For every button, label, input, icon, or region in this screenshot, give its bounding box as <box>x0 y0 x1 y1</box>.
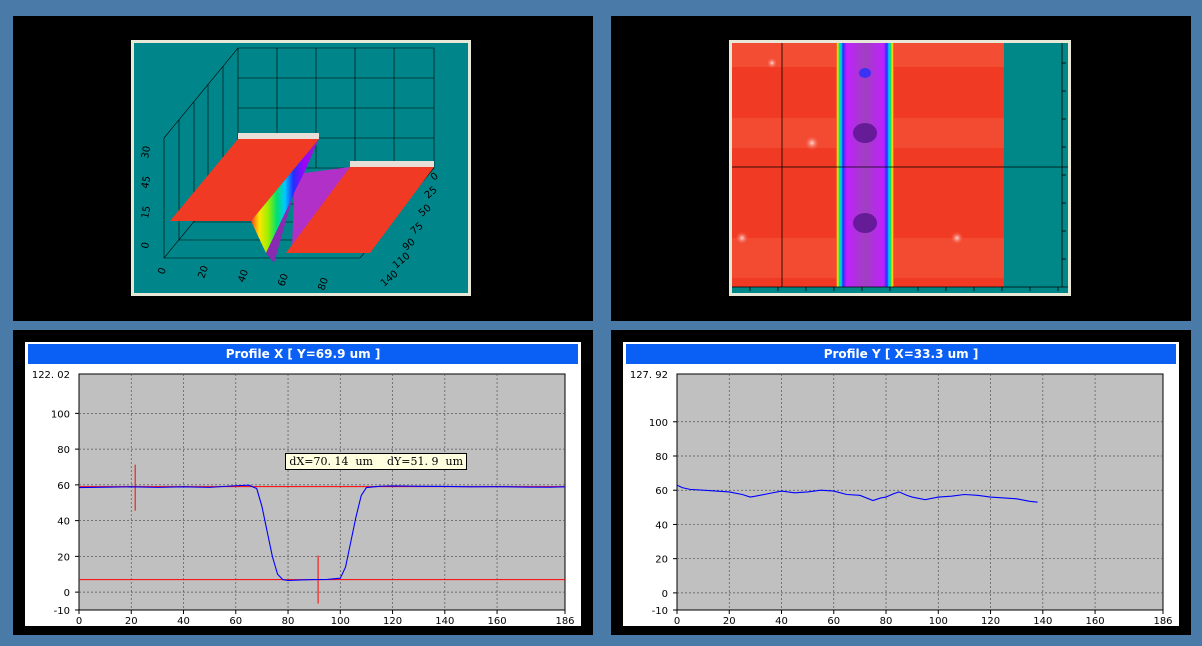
y-tick-label: 20 <box>655 555 668 566</box>
x-tick-label: 20 <box>125 616 138 626</box>
y-tick-label: 80 <box>57 445 70 456</box>
x-axis-labels: 0 20 40 60 80 <box>156 264 331 292</box>
z-label: 15 <box>140 205 153 219</box>
profile-y-chart: Profile Y [ X=33.3 um ] 0 20 40 60 80 100 120 1… <box>623 342 1179 626</box>
map-ticks-bottom <box>732 286 1068 291</box>
profile-x-plot[interactable]: 0 20 40 60 80 100 120 140 160 186 100 80 60 40 20 0 -10 1… <box>25 342 581 626</box>
profile-x-panel: Profile X [ Y=69.9 um ] 0 20 40 60 80 100 120 1… <box>13 330 593 635</box>
profile-y-panel: Profile Y [ X=33.3 um ] 0 20 40 60 80 100 120 1… <box>611 330 1191 635</box>
y-label: 0 <box>429 171 441 184</box>
x-tick-label: 140 <box>1033 616 1052 626</box>
topview-frame <box>729 40 1071 296</box>
x-tick-label: 160 <box>488 616 507 626</box>
topview-panel <box>611 16 1191 321</box>
x-tick-label: 186 <box>555 616 574 626</box>
topview-map[interactable] <box>732 43 1068 293</box>
y-label: 110 <box>391 251 413 272</box>
x-tick-label: 80 <box>282 616 295 626</box>
z-label: 0 <box>140 241 152 249</box>
x-tick-label: 80 <box>880 616 893 626</box>
y-tick-label: 100 <box>649 418 668 429</box>
delta-annotation: dX=70. 14 um dY=51. 9 um <box>285 452 467 470</box>
x-tick-label: 160 <box>1086 616 1105 626</box>
y-max-label: 122. 02 <box>32 370 70 381</box>
x-tick-label: 20 <box>723 616 736 626</box>
x-label: 80 <box>316 276 331 292</box>
y-tick-label: 60 <box>57 481 70 492</box>
surface-3d-frame: 30 45 15 0 0 20 40 60 80 0 25 50 75 <box>131 40 471 296</box>
profile-series-line <box>78 484 566 582</box>
x-label: 20 <box>196 264 211 280</box>
x-label: 0 <box>156 266 169 276</box>
x-tick-label: 60 <box>229 616 242 626</box>
profile-x-title: Profile X [ Y=69.9 um ] <box>28 344 578 364</box>
y-tick-label: 40 <box>57 517 70 528</box>
y-label: 25 <box>423 185 440 202</box>
y-tick-label: 40 <box>655 520 668 531</box>
y-label: 90 <box>401 237 418 254</box>
y-tick-label: 0 <box>64 588 70 599</box>
surface-3d-panel: 30 45 15 0 0 20 40 60 80 0 25 50 75 <box>13 16 593 321</box>
y-tick-label: 80 <box>655 452 668 463</box>
profile-y-title: Profile Y [ X=33.3 um ] <box>626 344 1176 364</box>
profile-x-chart: Profile X [ Y=69.9 um ] 0 20 40 60 80 100 120 1… <box>25 342 581 626</box>
z-axis-labels: 30 45 15 0 <box>140 145 153 249</box>
y-tick-label: 60 <box>655 486 668 497</box>
x-tick-label: 60 <box>827 616 840 626</box>
topview-svg <box>732 43 1068 291</box>
x-tick-label: 120 <box>981 616 1000 626</box>
x-tick-label: 120 <box>383 616 402 626</box>
x-label: 60 <box>276 272 291 288</box>
surface-3d-mesh <box>170 133 434 263</box>
x-label: 40 <box>236 268 251 284</box>
x-tick-label: 186 <box>1153 616 1172 626</box>
x-tick-label: 0 <box>76 616 82 626</box>
y-max-label: 127. 92 <box>630 370 668 381</box>
y-label: 50 <box>417 203 434 220</box>
x-tick-label: 140 <box>435 616 454 626</box>
z-label: 45 <box>140 175 153 189</box>
profile-series-line <box>676 484 1038 503</box>
surface-3d-plot[interactable]: 30 45 15 0 0 20 40 60 80 0 25 50 75 <box>134 43 468 293</box>
plot-area <box>78 373 566 611</box>
map-ticks-right <box>1061 43 1066 287</box>
x-tick-label: 40 <box>177 616 190 626</box>
y-label: 75 <box>409 221 426 238</box>
z-label: 30 <box>140 145 153 159</box>
y-tick-label: 20 <box>57 552 70 563</box>
y-tick-label: -10 <box>652 606 668 617</box>
groove-band <box>836 43 894 287</box>
y-tick-label: 0 <box>662 589 668 600</box>
x-tick-label: 100 <box>929 616 948 626</box>
x-tick-label: 40 <box>775 616 788 626</box>
y-tick-label: -10 <box>54 606 70 617</box>
surface-3d-svg: 30 45 15 0 0 20 40 60 80 0 25 50 75 <box>140 47 441 292</box>
plot-area <box>676 373 1164 611</box>
profile-y-plot[interactable]: 0 20 40 60 80 100 120 140 160 186 100 80 60 40 20 0 -10 1… <box>623 342 1179 626</box>
x-tick-label: 0 <box>674 616 680 626</box>
x-tick-label: 100 <box>331 616 350 626</box>
y-tick-label: 100 <box>51 409 70 420</box>
